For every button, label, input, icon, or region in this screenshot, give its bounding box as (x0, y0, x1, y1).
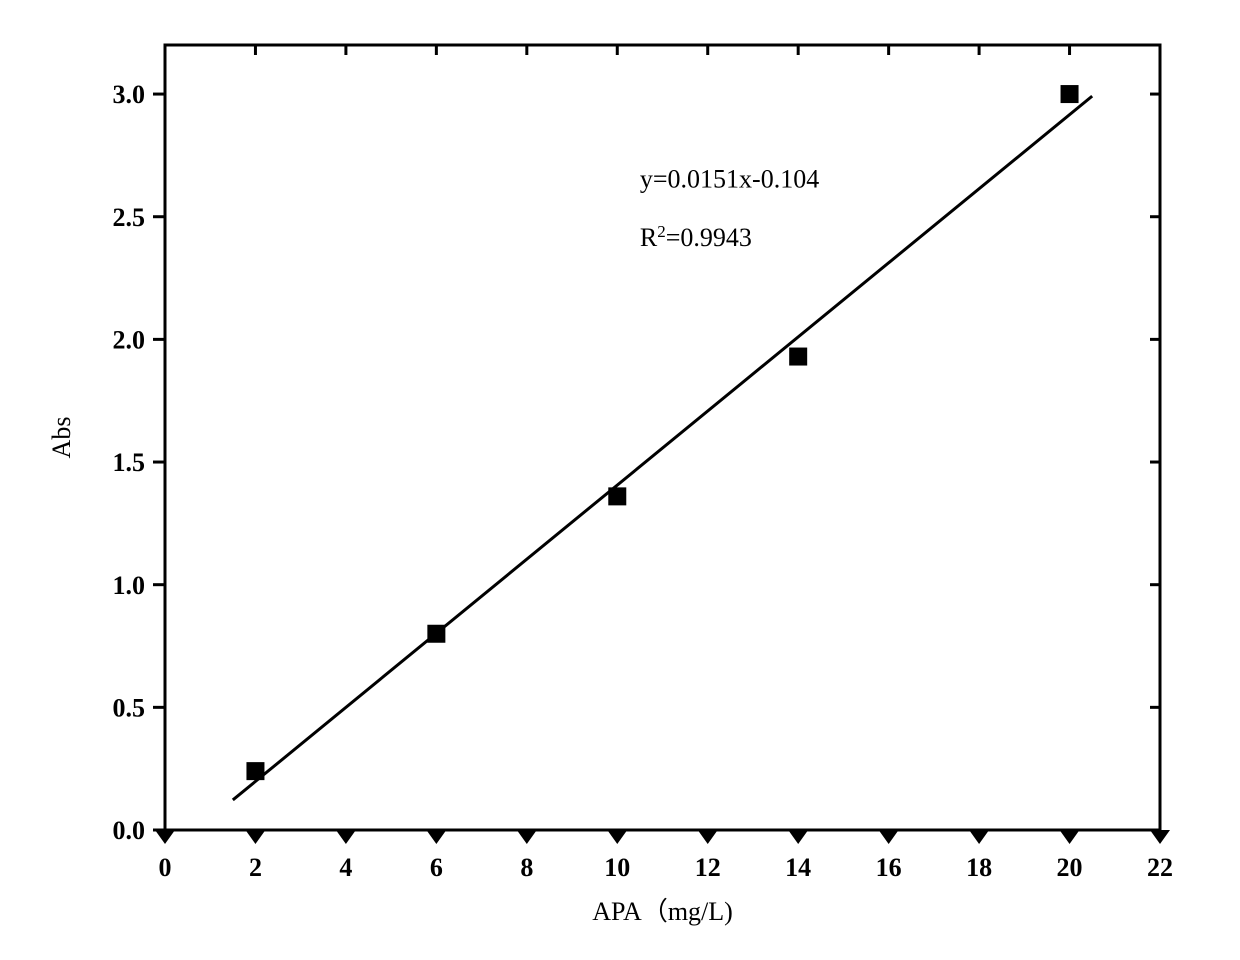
chart-container: 0 2 4 6 8 10 12 14 16 18 20 22 0.0 0.5 1.0 1.5 2.0 2.5 3.0… (0, 0, 1240, 960)
y-tick-label: 2.0 (113, 325, 146, 354)
x-tick-label: 2 (249, 853, 262, 882)
x-tick-label: 10 (604, 853, 630, 882)
data-point-marker (427, 625, 445, 643)
chart-annotation: y=0.0151x-0.104 (640, 164, 819, 193)
x-tick-label: 16 (876, 853, 902, 882)
y-tick-label: 0.5 (113, 693, 146, 722)
x-tick-label: 14 (785, 853, 811, 882)
data-point-marker (608, 487, 626, 505)
x-tick-label: 18 (966, 853, 992, 882)
data-point-marker (1061, 85, 1079, 103)
x-tick-label: 4 (339, 853, 352, 882)
x-tick-label: 6 (430, 853, 443, 882)
y-tick-label: 0.0 (113, 816, 146, 845)
x-tick-label: 22 (1147, 853, 1173, 882)
x-tick-label: 8 (520, 853, 533, 882)
x-tick-label: 12 (695, 853, 721, 882)
x-tick-label: 0 (159, 853, 172, 882)
scatter-chart: 0 2 4 6 8 10 12 14 16 18 20 22 0.0 0.5 1.0 1.5 2.0 2.5 3.0… (0, 0, 1240, 960)
y-tick-label: 2.5 (113, 203, 146, 232)
y-axis-label: Abs (47, 417, 76, 459)
x-axis-label: APA（mg/L) (592, 897, 733, 926)
y-tick-label: 1.0 (113, 571, 146, 600)
data-point-marker (246, 762, 264, 780)
y-tick-label: 1.5 (113, 448, 146, 477)
x-tick-label: 20 (1057, 853, 1083, 882)
y-tick-label: 3.0 (113, 80, 146, 109)
chart-annotation: R2=0.9943 (640, 222, 752, 252)
data-point-marker (789, 348, 807, 366)
